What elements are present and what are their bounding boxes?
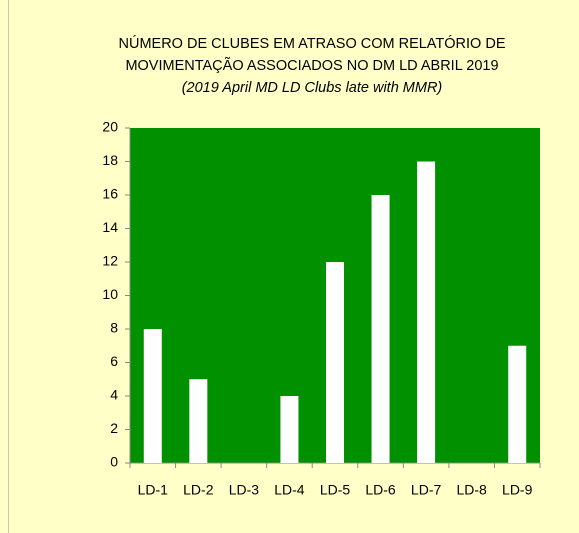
chart-subtitle: (2019 April MD LD Clubs late with MMR) bbox=[182, 80, 443, 96]
bar bbox=[143, 329, 162, 463]
x-tick-label: LD-4 bbox=[274, 482, 305, 498]
y-tick-label: 14 bbox=[102, 219, 118, 235]
x-tick-label: LD-3 bbox=[229, 482, 260, 498]
y-tick-label: 16 bbox=[102, 186, 118, 202]
x-tick-label: LD-1 bbox=[138, 482, 169, 498]
x-tick-label: LD-6 bbox=[365, 482, 396, 498]
bar bbox=[508, 345, 527, 463]
x-tick-label: LD-9 bbox=[502, 482, 533, 498]
y-tick-label: 8 bbox=[110, 320, 118, 336]
y-tick-label: 0 bbox=[110, 454, 118, 470]
y-tick-label: 10 bbox=[102, 286, 118, 302]
y-tick-label: 2 bbox=[110, 420, 118, 436]
bar bbox=[326, 262, 344, 463]
x-tick-label: LD-8 bbox=[456, 482, 487, 498]
y-tick-label: 20 bbox=[102, 119, 118, 135]
bar bbox=[371, 195, 390, 463]
chart-title: MOVIMENTAÇÃO ASSOCIADOS NO DM LD ABRIL 2… bbox=[125, 57, 498, 74]
chart-title: NÚMERO DE CLUBES EM ATRASO COM RELATÓRIO… bbox=[119, 35, 506, 52]
x-tick-label: LD-2 bbox=[183, 482, 214, 498]
y-tick-label: 4 bbox=[110, 387, 118, 403]
bar bbox=[189, 379, 208, 463]
x-tick-label: LD-7 bbox=[411, 482, 442, 498]
x-tick-label: LD-5 bbox=[320, 482, 351, 498]
y-tick-label: 6 bbox=[110, 353, 118, 369]
y-tick-label: 18 bbox=[102, 152, 118, 168]
bar bbox=[417, 161, 436, 463]
bar bbox=[280, 396, 299, 463]
y-tick-label: 12 bbox=[102, 253, 118, 269]
